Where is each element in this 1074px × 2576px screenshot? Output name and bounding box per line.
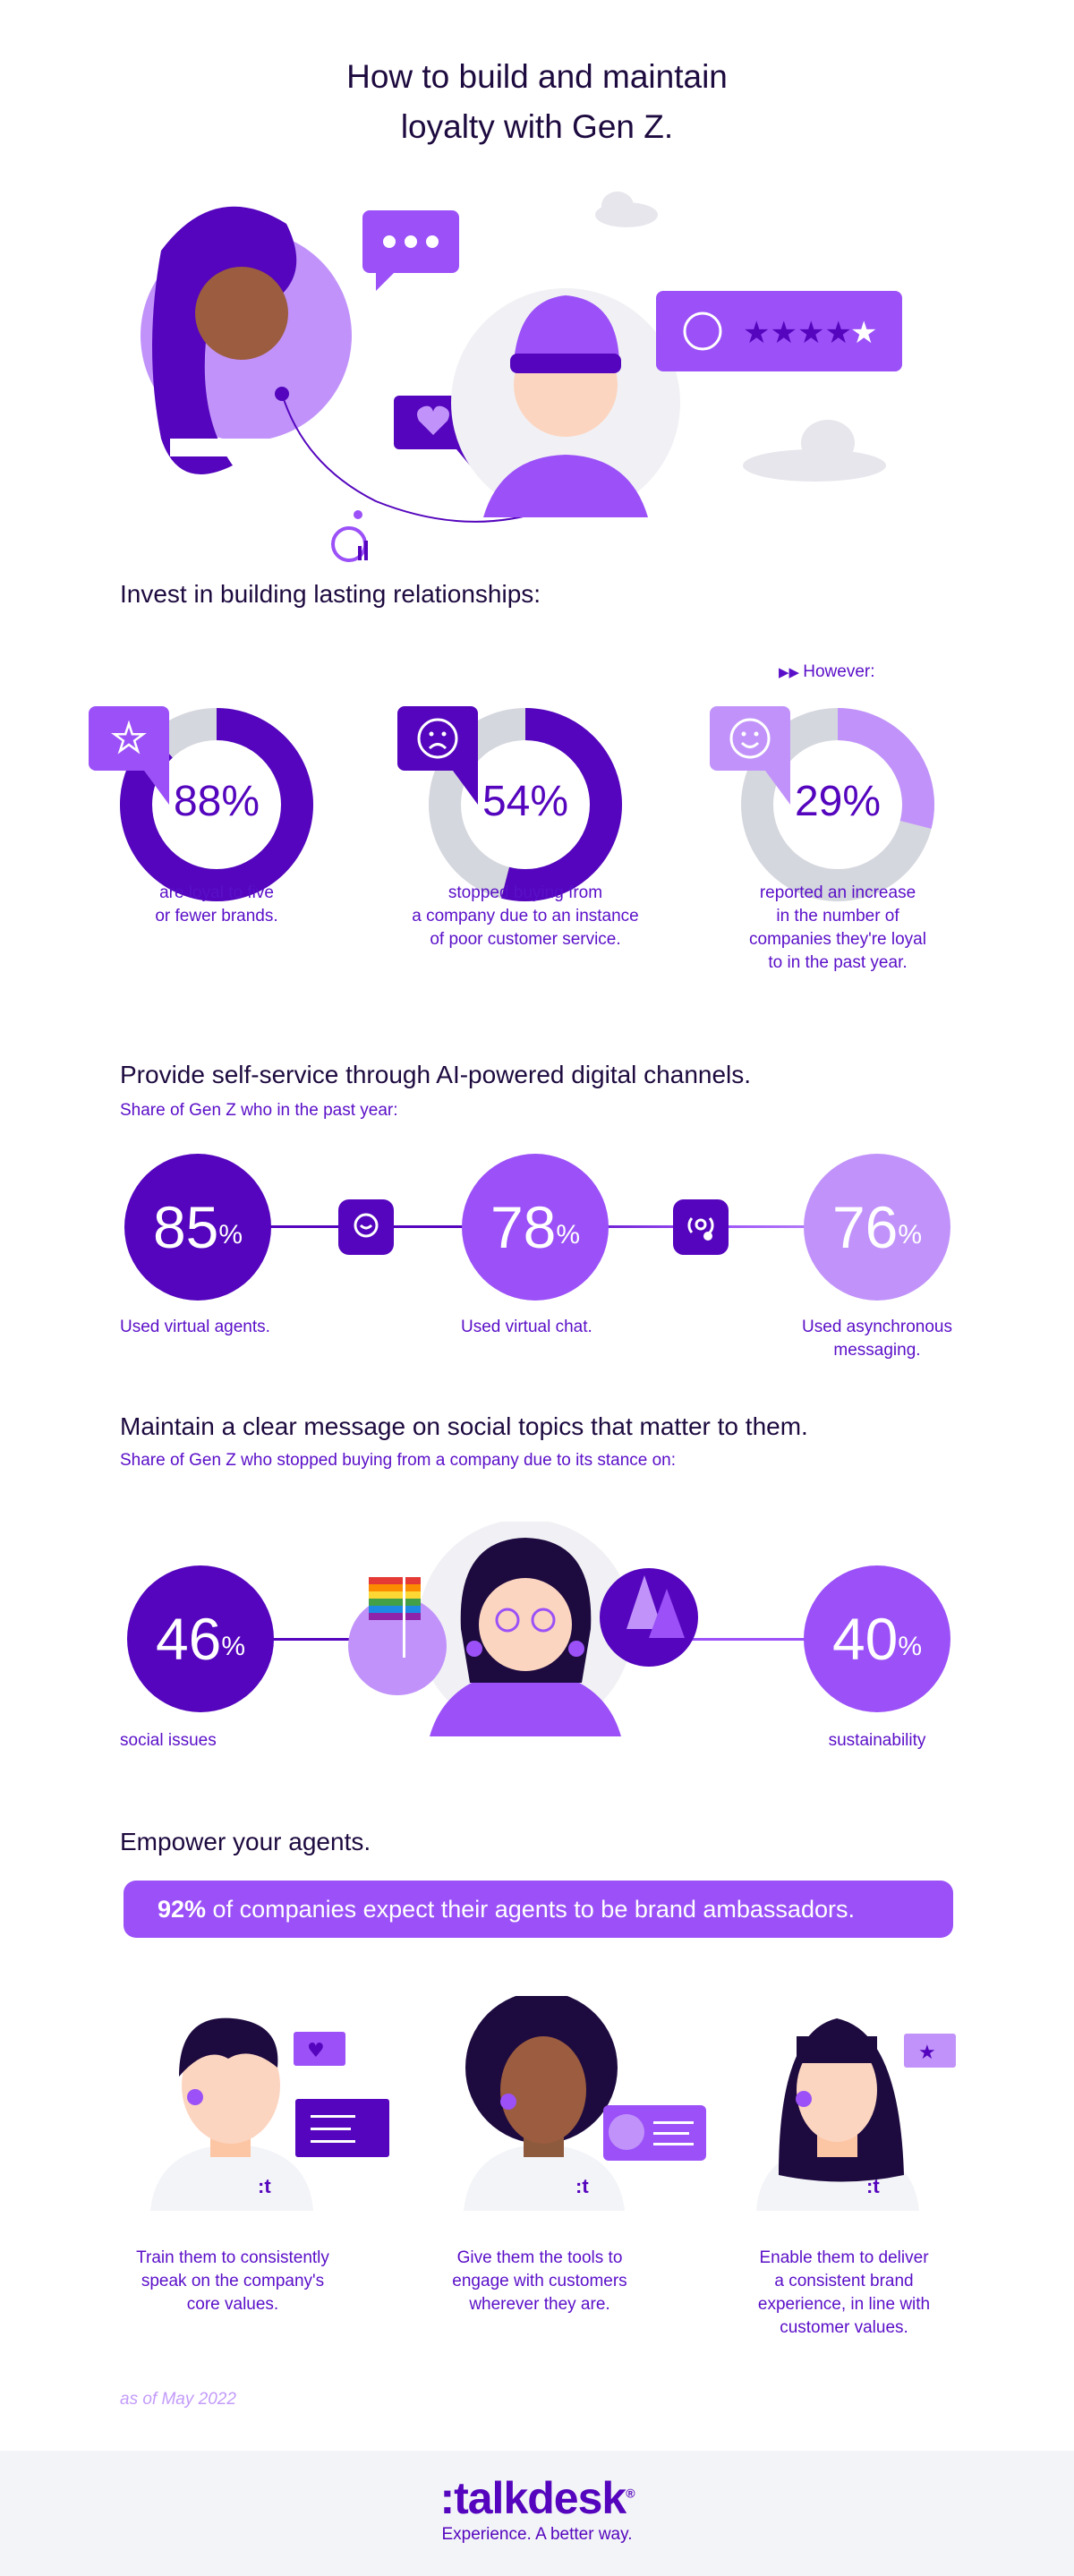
agents-illustration: :t ♥ :t :t ★	[150, 1996, 956, 2211]
donut-segment-88	[120, 708, 313, 901]
pride-flag-icon	[369, 1577, 421, 1658]
stat-caption: Used virtual agents.	[120, 1318, 270, 1336]
highlight-banner: 92% of companies expect their agents to …	[124, 1881, 953, 1938]
stat-circle-sustainability: 40%	[804, 1565, 950, 1712]
fast-forward-icon: ▶▶	[779, 665, 804, 680]
footer	[0, 2451, 1074, 2576]
cloud-icon	[743, 420, 886, 482]
stat-circle-virtual-chat: 78%	[462, 1154, 609, 1301]
section-subtitle: Share of Gen Z who in the past year:	[120, 1101, 398, 1120]
connector-line	[268, 1638, 403, 1641]
connector-line	[281, 393, 547, 523]
talkdesk-logo: :talkdesk®	[439, 2473, 635, 2523]
star-icon	[904, 2034, 956, 2068]
stat-caption: Used asynchronous messaging.	[802, 1318, 952, 1360]
donut-segment-29	[741, 708, 934, 901]
rating-box: ★★★★★	[656, 291, 902, 371]
svg-text::t: :t	[258, 2175, 271, 2197]
virtual-agent-icon	[673, 1199, 729, 1255]
svg-text::t: :t	[575, 2175, 589, 2197]
agent-2: :t	[464, 1996, 706, 2211]
connector-line	[268, 1225, 537, 1228]
section-heading: Provide self-service through AI-powered …	[120, 1061, 752, 1088]
satisfaction-icon	[331, 526, 368, 562]
cloud-icon	[595, 192, 658, 227]
chat-bubble-icon	[338, 1199, 394, 1255]
stars-rating: ★★★★	[743, 315, 852, 351]
svg-text:♥: ♥	[307, 2040, 325, 2062]
connector-line	[680, 1638, 823, 1641]
stat-circle-social-issues: 46%	[127, 1565, 274, 1712]
donut-charts: ★	[89, 706, 934, 901]
stat-caption: sustainability	[828, 1731, 926, 1750]
donut-value: 29%	[794, 778, 882, 825]
chat-dots-bubble	[362, 210, 459, 291]
flag-circle	[348, 1597, 447, 1695]
page-title: How to build and maintain loyalty with G…	[0, 52, 1074, 152]
however-label: ▶▶ However:	[779, 662, 875, 681]
social-topics-illustration	[348, 1522, 698, 1736]
section-heading: Maintain a clear message on social topic…	[120, 1412, 808, 1440]
smiley-face-icon	[683, 311, 722, 351]
donut-value: 88%	[173, 778, 260, 825]
agent-caption: Give them the tools to engage with custom…	[452, 2248, 627, 2314]
trees-icon	[626, 1575, 685, 1638]
smiley-face-icon	[710, 706, 790, 805]
stat-circle-async-messaging: 76%	[804, 1154, 950, 1301]
agent-caption: Enable them to deliver a consistent brand…	[757, 2248, 931, 2337]
donut-value: 54%	[482, 778, 569, 825]
woman-face	[479, 1578, 572, 1671]
title-line-1: How to build and maintain	[346, 58, 728, 95]
donut-caption: are loyal to five or fewer brands.	[155, 883, 278, 925]
svg-text::t: :t	[866, 2175, 880, 2197]
donut-caption: reported an increase in the number of comp…	[749, 883, 926, 972]
svg-text:★: ★	[850, 315, 877, 351]
section-heading: Invest in building lasting relationships…	[120, 580, 541, 608]
donut-segment-54	[429, 708, 622, 901]
beanie	[514, 295, 619, 363]
agent-1: :t ♥	[150, 2017, 389, 2211]
hero-illustration: ★★★★★	[141, 192, 902, 562]
stat-caption: social issues	[120, 1731, 217, 1750]
section-subtitle: Share of Gen Z who stopped buying from a…	[120, 1451, 677, 1470]
footnote: as of May 2022	[120, 2390, 236, 2409]
agent-caption: Train them to consistently speak on the c…	[136, 2248, 329, 2314]
agent-face	[195, 267, 288, 360]
section-heading: Empower your agents.	[120, 1828, 371, 1855]
svg-text:★: ★	[112, 716, 146, 760]
heart-icon	[294, 2032, 345, 2066]
stat-circle-virtual-agents: 85%	[124, 1154, 271, 1301]
tagline: Experience. A better way.	[441, 2525, 633, 2544]
svg-text:★: ★	[918, 2042, 936, 2064]
stat-caption: Used virtual chat.	[461, 1318, 592, 1336]
agent-3: :t ★	[756, 2018, 956, 2211]
title-line-2: loyalty with Gen Z.	[400, 108, 674, 145]
star-icon: ★	[89, 706, 169, 805]
sad-face-icon	[397, 706, 478, 805]
donut-caption: stopped buying from a company due to an i…	[412, 883, 639, 949]
